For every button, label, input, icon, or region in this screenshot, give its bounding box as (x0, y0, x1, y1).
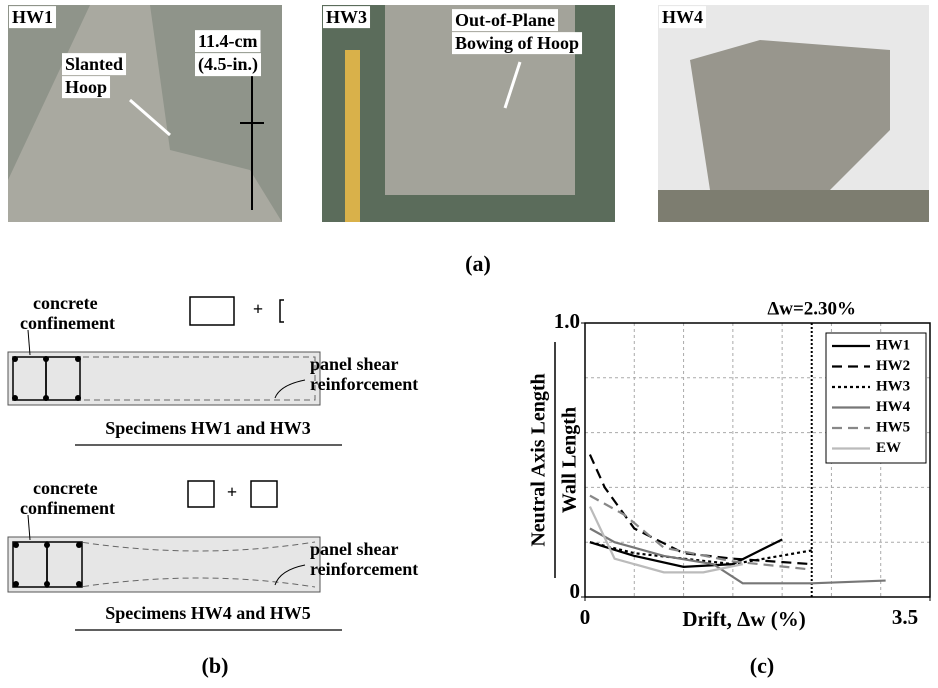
wall-section (7, 536, 321, 593)
label-bg (659, 6, 707, 29)
reinforcement-label: panel shear (310, 539, 399, 559)
y-axis-label-top: Neutral Axis Length (528, 373, 550, 546)
panel-label: (a) (465, 251, 491, 276)
label-bg (195, 53, 261, 77)
label-bg (62, 53, 127, 76)
plus: + (253, 299, 263, 319)
legend-label: EW (876, 440, 901, 456)
section-icon (189, 296, 235, 326)
series-line (588, 506, 743, 574)
section-icon (187, 480, 215, 508)
rebar (13, 542, 82, 587)
shear-reinforcement (13, 541, 316, 588)
series-line (589, 527, 886, 585)
rebar (12, 356, 81, 401)
y-tick-label: 0 (570, 579, 581, 603)
arrow (503, 61, 522, 109)
label-bg (9, 6, 57, 29)
x-tick-label: 3.5 (892, 605, 918, 629)
confinement-label: confinement (20, 313, 115, 333)
annotation: Δw=2.30% (767, 298, 856, 319)
y-tick-label: 1.0 (554, 309, 580, 333)
photo-detail (690, 40, 890, 190)
panel-label: (c) (750, 653, 774, 678)
legend-label: HW3 (876, 378, 910, 394)
label-bg (62, 76, 111, 99)
plot-frame (584, 322, 931, 598)
photo-note: Hoop (65, 77, 107, 97)
legend-box (825, 332, 927, 464)
series-line (589, 538, 783, 568)
y-axis-label-bottom: Wall Length (559, 407, 581, 513)
panel-label: (b) (202, 653, 229, 678)
photo-label: HW3 (326, 7, 367, 27)
reinforcement-label: reinforcement (310, 559, 418, 579)
photo-note: Bowing of Hoop (455, 33, 579, 53)
reinforcement-label: panel shear (310, 354, 399, 374)
ruler (345, 50, 360, 222)
series-line (589, 541, 812, 566)
label-bg (323, 6, 371, 29)
leader (27, 329, 31, 356)
wall-section (7, 351, 321, 406)
hoop (45, 356, 81, 401)
legend-label: HW2 (876, 358, 910, 374)
reinforcement-label: reinforcement (310, 374, 418, 394)
hoop (46, 541, 83, 588)
x-axis-label: Drift, Δw (%) (682, 607, 805, 631)
photo-detail (658, 190, 929, 222)
legend-label: HW4 (876, 399, 911, 415)
series-line (589, 494, 812, 571)
shear-reinforcement (12, 356, 316, 401)
confinement-label: confinement (20, 498, 115, 518)
leader (27, 514, 31, 541)
photo-label: HW4 (662, 7, 703, 27)
confinement-label: concrete (33, 293, 98, 313)
plus: + (227, 482, 237, 502)
photo-note: 11.4-cm (198, 31, 257, 51)
photo-note: Slanted (65, 54, 123, 74)
label-bg (452, 32, 583, 55)
confinement-label: concrete (33, 478, 98, 498)
photo-note: Out-of-Plane (455, 10, 555, 30)
legend-label: HW1 (876, 337, 910, 353)
photo-label: HW1 (12, 7, 53, 27)
x-tick-label: 0 (580, 605, 591, 629)
caption: Specimens HW4 and HW5 (105, 603, 311, 623)
leader (274, 379, 306, 399)
arrow (129, 98, 171, 137)
series-line (588, 454, 812, 566)
y-axis-label: Neutral Axis Length Wall Length (528, 342, 581, 578)
legend-label: HW5 (876, 419, 910, 435)
photo-note: (4.5-in.) (198, 54, 258, 75)
caption: Specimens HW1 and HW3 (105, 418, 311, 438)
label-bg (452, 9, 558, 32)
section-icon (279, 299, 284, 323)
section-icon (250, 480, 278, 508)
label-bg (195, 30, 261, 53)
leader (274, 564, 306, 586)
